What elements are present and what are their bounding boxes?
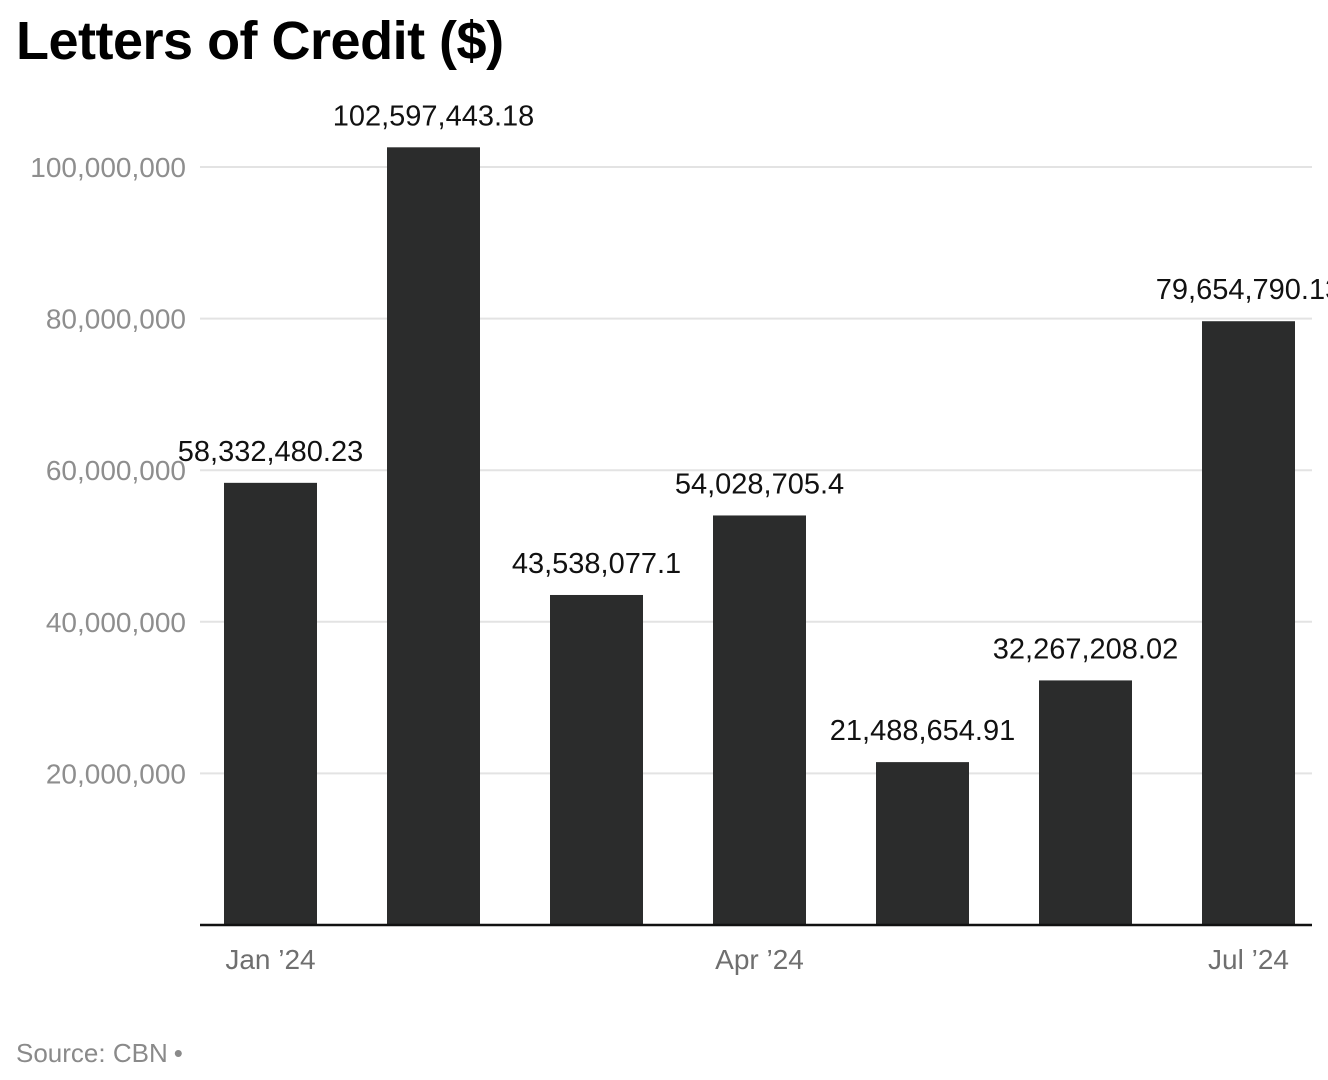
bar-value-label: 21,488,654.91 <box>830 715 1015 747</box>
y-tick-label: 20,000,000 <box>46 758 186 789</box>
bar <box>387 147 480 925</box>
bar <box>1202 321 1295 926</box>
bar-value-label: 43,538,077.1 <box>512 548 681 580</box>
y-axis-ticks: 20,000,000 40,000,000 60,000,000 80,000,000… <box>30 152 186 789</box>
bar-value-label: 79,654,790.13 <box>1156 274 1328 306</box>
bar-value-label: 102,597,443.18 <box>333 100 535 132</box>
x-tick-label: Apr ’24 <box>715 944 804 975</box>
bar-value-label: 58,332,480.23 <box>178 436 363 468</box>
bar <box>1039 680 1132 925</box>
y-tick-label: 40,000,000 <box>46 607 186 638</box>
y-tick-label: 80,000,000 <box>46 304 186 335</box>
y-tick-label: 100,000,000 <box>30 152 186 183</box>
bar <box>876 762 969 925</box>
bar-value-label: 54,028,705.4 <box>675 468 844 500</box>
x-tick-label: Jul ’24 <box>1208 944 1289 975</box>
bar <box>224 482 317 925</box>
source-dot: • <box>173 1038 183 1068</box>
y-tick-label: 60,000,000 <box>46 455 186 486</box>
bar <box>713 515 806 925</box>
bar <box>550 594 643 925</box>
x-tick-label: Jan ’24 <box>225 944 315 975</box>
source-text: Source: CBN <box>16 1038 168 1068</box>
bar-value-label: 32,267,208.02 <box>993 633 1178 665</box>
x-axis-ticks: Jan ’24 Apr ’24 Jul ’24 <box>225 944 1289 975</box>
bar-value-labels: 58,332,480.23 102,597,443.18 43,538,077.1 5… <box>178 100 1328 747</box>
bars <box>224 147 1295 926</box>
chart-title: Letters of Credit ($) <box>16 11 504 71</box>
source-note: Source: CBN • <box>16 1037 183 1069</box>
